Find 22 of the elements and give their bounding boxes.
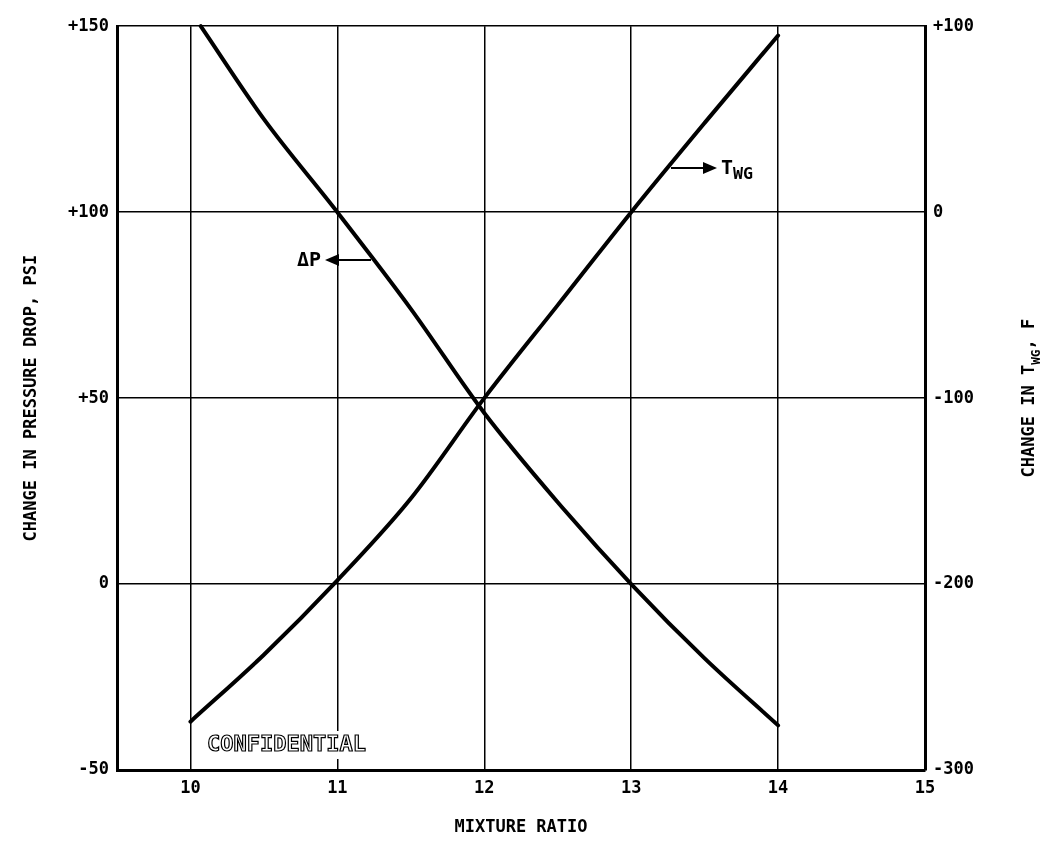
y-tick-label: +150	[68, 14, 109, 35]
y2-tick-label: +100	[933, 14, 974, 35]
y-axis-title: CHANGE IN PRESSURE DROP, PSI	[20, 254, 41, 542]
x-axis-title: MIXTURE RATIO	[454, 816, 588, 837]
y2-tick-label: -200	[933, 572, 974, 593]
x-tick-label: 14	[767, 776, 789, 797]
x-tick-label: 10	[180, 776, 201, 797]
series-label: ΔP	[297, 247, 322, 272]
y-tick-label: -50	[78, 758, 109, 779]
x-tick-label: 13	[620, 776, 642, 797]
legend-label: T$_{WG}$	[720, 154, 754, 183]
x-tick-label: 11	[327, 776, 348, 797]
y2-tick-label: -300	[933, 758, 974, 779]
y2-tick-label: -100	[933, 386, 974, 407]
annotation: CONFIDENTIAL	[207, 730, 366, 756]
y-tick-label: 0	[98, 572, 109, 593]
y-tick-label: +50	[78, 386, 109, 407]
y-tick-label: +100	[68, 200, 109, 221]
y2-axis-title: CHANGE IN TWG, F	[1018, 318, 1044, 478]
x-tick-label: 12	[474, 776, 495, 797]
y2-tick-label: 0	[933, 200, 944, 221]
x-tick-label: 15	[914, 776, 936, 797]
